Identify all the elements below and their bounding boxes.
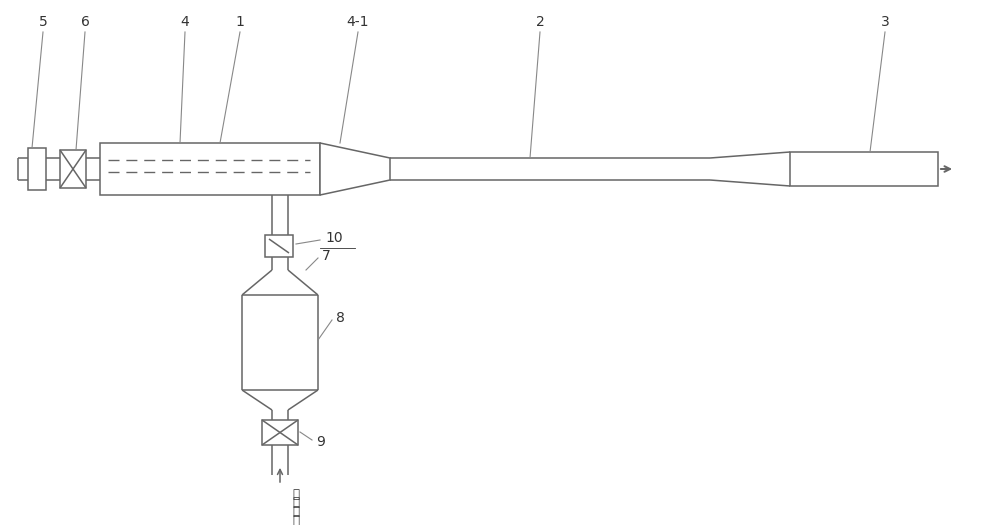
- Bar: [262, 420, 298, 445]
- Bar: [28, 148, 46, 190]
- Text: 8: 8: [336, 311, 345, 325]
- Text: 1: 1: [236, 15, 244, 29]
- Bar: [100, 143, 320, 195]
- Text: 空: 空: [292, 505, 299, 518]
- Text: 6: 6: [81, 15, 89, 29]
- Text: 外: 外: [292, 488, 299, 501]
- Text: 4-1: 4-1: [347, 15, 369, 29]
- Polygon shape: [320, 143, 390, 195]
- Text: 5: 5: [39, 15, 47, 29]
- Bar: [790, 152, 938, 186]
- Text: 2: 2: [536, 15, 544, 29]
- Text: 3: 3: [881, 15, 889, 29]
- Bar: [265, 235, 293, 257]
- Text: 气: 气: [292, 513, 299, 525]
- Text: 4: 4: [181, 15, 189, 29]
- Bar: [60, 150, 86, 188]
- Text: 7: 7: [322, 249, 331, 263]
- Text: 10: 10: [325, 231, 343, 245]
- Text: 部: 部: [292, 497, 299, 509]
- Text: 9: 9: [316, 435, 325, 449]
